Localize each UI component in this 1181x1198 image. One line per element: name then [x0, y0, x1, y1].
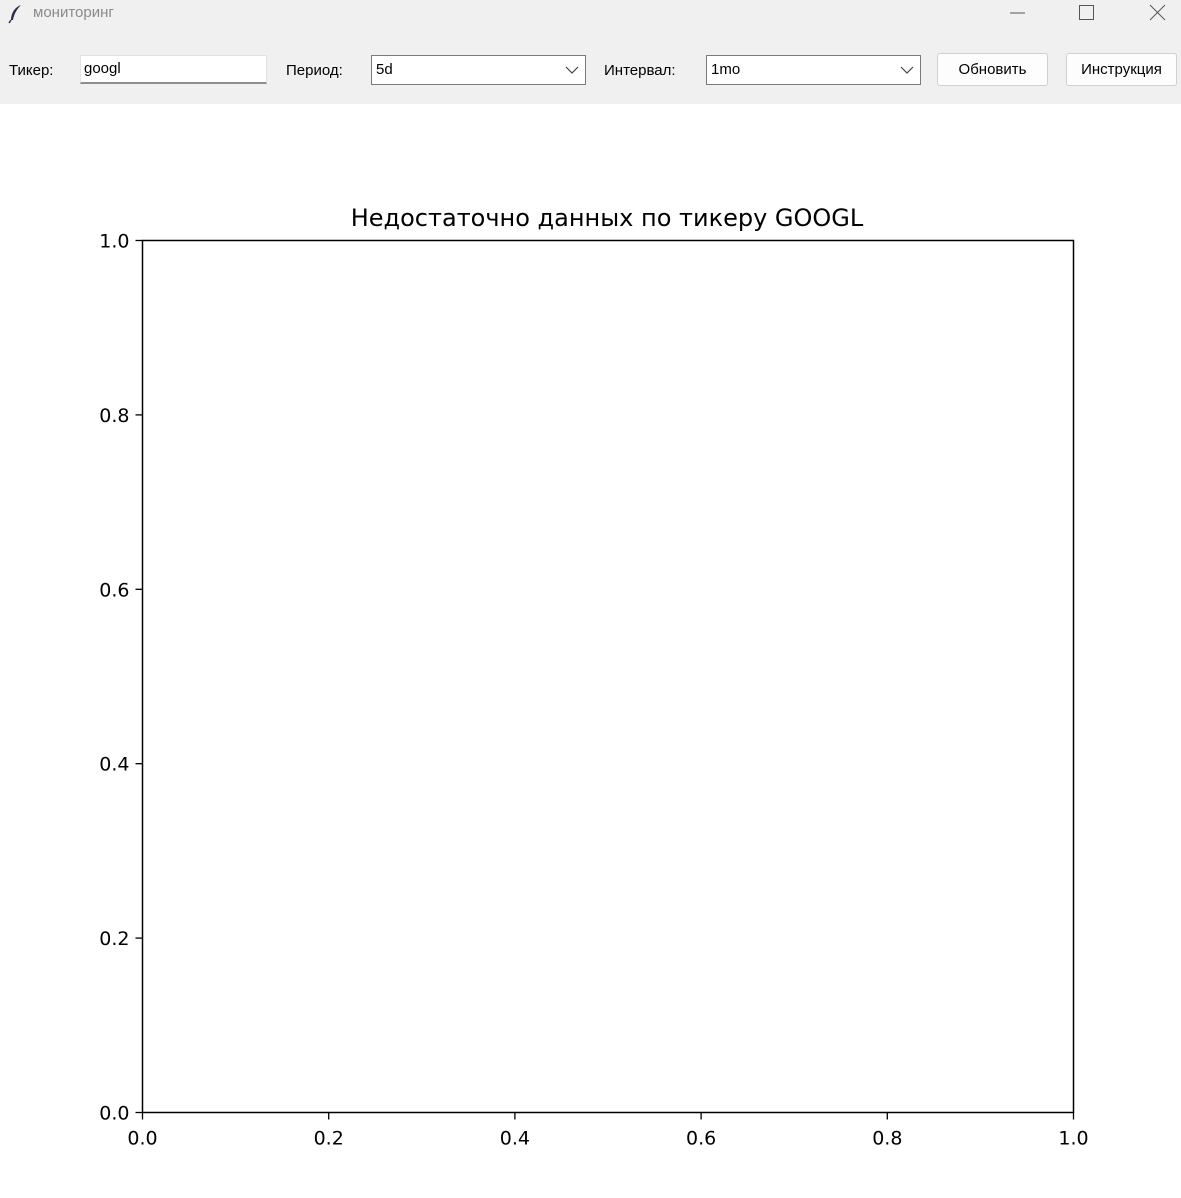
chevron-down-icon — [900, 66, 914, 74]
x-tick-label: 0.4 — [500, 1128, 530, 1150]
minimize-icon — [1010, 12, 1025, 14]
y-tick-label: 0.8 — [99, 405, 129, 427]
feather-icon — [8, 5, 21, 24]
period-select-value: 5d — [376, 61, 393, 78]
period-label: Период: — [286, 62, 343, 79]
chevron-down-icon — [565, 66, 579, 74]
minimize-button[interactable] — [995, 0, 1041, 30]
y-tick-label: 0.4 — [99, 754, 129, 776]
x-axis: 0.0 0.2 0.4 0.6 0.8 1.0 — [127, 1112, 1089, 1150]
y-tick-label: 0.2 — [99, 928, 129, 950]
x-tick-label: 0.8 — [872, 1128, 902, 1150]
refresh-button[interactable]: Обновить — [937, 53, 1048, 86]
plot-area — [141, 239, 1075, 1114]
toolbar: Тикер: googl Период: 5d Интервал: 1mo Об… — [0, 30, 1181, 104]
interval-label: Интервал: — [604, 62, 676, 79]
ticker-input[interactable]: googl — [80, 55, 267, 84]
ticker-label: Тикер: — [9, 62, 54, 79]
y-tick-label: 0.6 — [99, 579, 129, 601]
title-bar: мониторинг — [0, 0, 1181, 30]
interval-select[interactable]: 1mo — [706, 55, 921, 85]
chart: Недостаточно данных по тикеру GOOGL 0.0 0… — [99, 204, 1089, 1150]
window-title: мониторинг — [33, 4, 114, 21]
y-axis: 0.0 0.2 0.4 0.6 0.8 1.0 — [99, 231, 143, 1125]
chart-title: Недостаточно данных по тикеру GOOGL — [351, 204, 864, 232]
maximize-button[interactable] — [1063, 0, 1109, 30]
y-tick-label: 1.0 — [99, 231, 129, 253]
period-select[interactable]: 5d — [371, 55, 586, 85]
x-tick-label: 0.2 — [314, 1128, 344, 1150]
close-icon — [1149, 4, 1166, 21]
x-tick-label: 1.0 — [1058, 1128, 1088, 1150]
x-tick-label: 0.6 — [686, 1128, 716, 1150]
x-tick-label: 0.0 — [127, 1128, 157, 1150]
close-button[interactable] — [1134, 0, 1180, 30]
interval-select-value: 1mo — [711, 61, 741, 78]
y-tick-label: 0.0 — [99, 1103, 129, 1125]
help-button[interactable]: Инструкция — [1066, 53, 1177, 86]
maximize-icon — [1079, 5, 1094, 20]
